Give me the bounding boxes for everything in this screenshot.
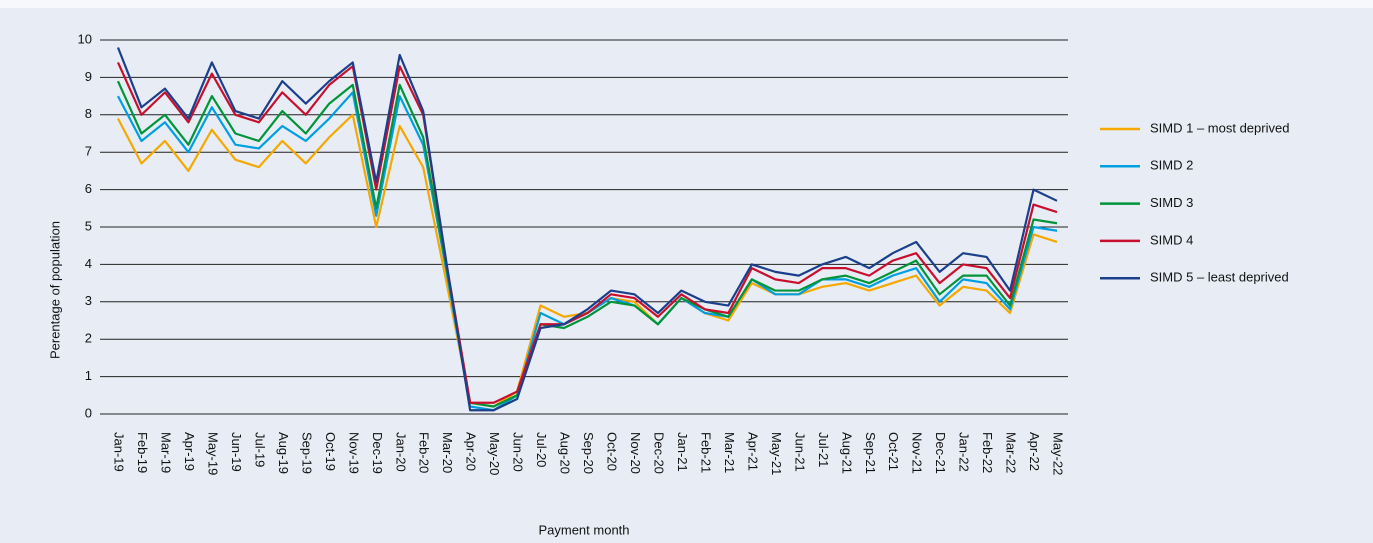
x-tick-label: Apr-19 [182,432,197,471]
x-tick-label: Sep-21 [863,432,878,474]
x-tick-label: Feb-22 [980,432,995,473]
y-tick-label: 7 [85,144,92,159]
series-line [116,80,1058,408]
x-tick-label: Oct-20 [605,432,620,471]
x-tick-label: May-22 [1051,432,1066,475]
x-tick-label: Mar-21 [722,432,737,473]
y-tick-label: 9 [85,69,92,84]
legend-label: SIMD 4 [1150,232,1193,247]
x-axis-label: Payment month [538,522,629,537]
legend-label: SIMD 1 – most deprived [1150,120,1289,135]
x-tick-label: Feb-19 [135,432,150,473]
y-tick-label: 3 [85,293,92,308]
x-tick-label: Mar-20 [440,432,455,473]
x-tick-label: Jun-21 [792,432,807,472]
x-tick-label: Oct-19 [323,432,338,471]
x-tick-label: Dec-19 [370,432,385,474]
x-tick-label: Dec-20 [651,432,666,474]
y-tick-label: 2 [85,331,92,346]
legend-label: SIMD 5 – least deprived [1150,270,1289,285]
x-tick-label: Jul-20 [534,432,549,467]
x-tick-label: Jun-20 [511,432,526,472]
y-axis-label: Perentage of population [47,221,62,359]
x-tick-label: Dec-21 [933,432,948,474]
y-tick-label: 1 [85,368,92,383]
y-tick-label: 4 [85,256,92,271]
x-tick-label: Jul-21 [816,432,831,467]
x-tick-label: Apr-21 [745,432,760,471]
series-line [116,47,1058,412]
x-tick-label: Jul-19 [252,432,267,467]
x-tick-label: Nov-19 [346,432,361,474]
x-tick-label: Jan-20 [393,432,408,472]
x-tick-label: Jun-19 [229,432,244,472]
x-tick-label: Jan-22 [957,432,972,472]
x-tick-label: May-21 [769,432,784,475]
x-tick-label: May-19 [205,432,220,475]
legend-label: SIMD 2 [1150,158,1193,173]
x-tick-label: Aug-19 [276,432,291,474]
y-tick-label: 10 [78,31,92,46]
x-tick-label: May-20 [487,432,502,475]
legend-label: SIMD 3 [1150,195,1193,210]
x-tick-label: Mar-22 [1004,432,1019,473]
x-tick-label: Nov-21 [910,432,925,474]
x-tick-label: Feb-21 [698,432,713,473]
y-tick-label: 6 [85,181,92,196]
x-tick-label: Apr-20 [464,432,479,471]
x-tick-label: Jan-21 [675,432,690,472]
x-tick-label: Feb-20 [417,432,432,473]
series-line [116,61,1058,404]
x-tick-label: Aug-20 [558,432,573,474]
y-tick-label: 0 [85,405,92,420]
y-tick-label: 5 [85,218,92,233]
x-tick-label: Mar-19 [159,432,174,473]
x-tick-label: Oct-21 [886,432,901,471]
x-tick-label: Jan-19 [112,432,127,472]
x-tick-label: Sep-19 [299,432,314,474]
x-tick-label: Nov-20 [628,432,643,474]
x-tick-label: Sep-20 [581,432,596,474]
x-tick-label: Aug-21 [839,432,854,474]
x-tick-label: Apr-22 [1027,432,1042,471]
top-band [0,0,1373,8]
y-tick-label: 8 [85,106,92,121]
